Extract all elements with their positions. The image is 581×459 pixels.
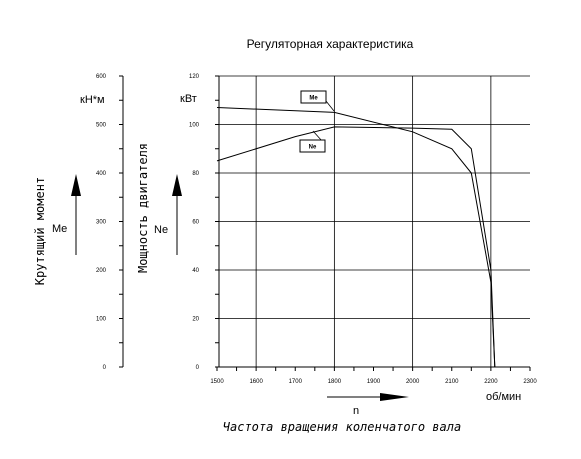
power-tick-label: 20 [192, 317, 199, 323]
x-tick-label: 2300 [523, 379, 537, 385]
x-tick-label: 1700 [289, 379, 303, 385]
x-tick-label: 2200 [484, 379, 498, 385]
power-tick-label: 40 [192, 268, 199, 274]
power-axis: 0 20 40 60 80 100 120 [189, 74, 220, 371]
torque-arrow-icon [71, 174, 81, 255]
torque-unit: кН*м [80, 94, 105, 106]
me-curve-tag: Me [300, 90, 335, 112]
x-tick-label: 1600 [249, 379, 263, 385]
power-axis-title: Мощность двигателя [136, 143, 150, 273]
x-tick-label: 2100 [445, 379, 459, 385]
torque-tick-label: 500 [96, 123, 107, 129]
chart-title: Регуляторная характеристика [247, 37, 414, 51]
x-tick-label: 1500 [210, 379, 224, 385]
power-tick-label: 0 [196, 365, 200, 371]
torque-tick-label: 400 [96, 171, 107, 177]
torque-symbol: Me [52, 223, 67, 235]
series-layer [216, 107, 496, 368]
x-symbol: n [353, 405, 359, 417]
ne-curve-tag: Ne [299, 130, 326, 153]
power-symbol: Ne [154, 224, 168, 236]
power-tick-label: 60 [192, 220, 199, 226]
power-arrow-icon [172, 174, 182, 255]
torque-axis: 0 100 200 300 400 500 600 [96, 74, 124, 371]
x-tick-label: 2000 [406, 379, 420, 385]
torque-axis-title: Крутящий момент [33, 177, 47, 285]
ne-curve-tag-label: Ne [309, 145, 317, 151]
power-tick-label: 100 [189, 123, 200, 129]
x-axis: 1500 1600 1700 1800 1900 2000 2100 2200 2300 [210, 366, 537, 385]
series-line-me [216, 107, 496, 368]
plot-grid [217, 75, 530, 367]
power-unit: кВт [180, 93, 197, 105]
series-line-ne [216, 126, 496, 368]
x-unit: об/мин [486, 391, 521, 403]
x-tick-label: 1800 [328, 379, 342, 385]
me-curve-tag-label: Me [309, 96, 318, 102]
power-tick-label: 120 [189, 74, 200, 80]
x-arrow-icon [327, 393, 409, 401]
x-tick-label: 1900 [367, 379, 381, 385]
torque-tick-label: 100 [96, 317, 107, 323]
power-tick-label: 80 [192, 171, 199, 177]
torque-tick-label: 200 [96, 268, 107, 274]
torque-tick-label: 600 [96, 74, 107, 80]
torque-tick-label: 300 [96, 220, 107, 226]
torque-tick-label: 0 [103, 365, 107, 371]
x-axis-title: Частота вращения коленчатого вала [223, 420, 461, 434]
